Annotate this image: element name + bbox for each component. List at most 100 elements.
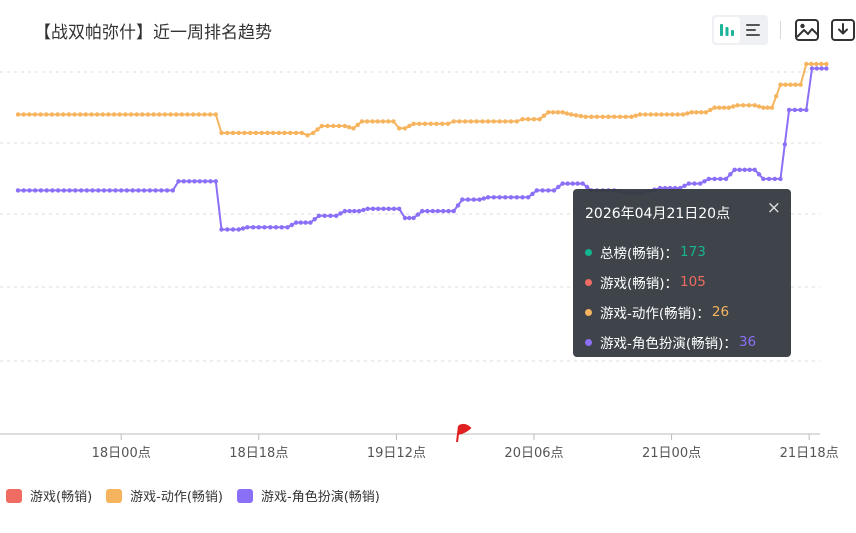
series-point bbox=[407, 215, 412, 221]
series-point bbox=[415, 212, 421, 217]
download-icon bbox=[831, 19, 855, 41]
series-point bbox=[322, 213, 327, 218]
series-point bbox=[451, 208, 456, 214]
series-point bbox=[546, 188, 551, 193]
series-point bbox=[236, 227, 241, 232]
series-point bbox=[481, 196, 486, 201]
series-point bbox=[356, 208, 362, 214]
series-point bbox=[380, 119, 386, 124]
series-point bbox=[457, 119, 462, 124]
series-point bbox=[735, 103, 740, 108]
series-point bbox=[168, 112, 173, 117]
series-point bbox=[455, 203, 461, 208]
series-point bbox=[164, 188, 170, 193]
series-point bbox=[441, 208, 446, 214]
series-point bbox=[680, 112, 686, 117]
chart-legend: 游戏(畅销) 游戏-动作(畅销) 游戏-角色扮演(畅销) bbox=[6, 486, 394, 505]
series-point bbox=[468, 119, 474, 124]
series-point bbox=[157, 112, 162, 117]
x-tick-label: 20日06点 bbox=[504, 446, 563, 461]
series-point bbox=[664, 112, 670, 117]
series-point bbox=[176, 179, 181, 184]
series-point bbox=[766, 176, 772, 182]
series-point bbox=[250, 225, 256, 230]
series-point bbox=[15, 188, 21, 193]
series-point bbox=[411, 121, 416, 127]
series-point bbox=[15, 112, 21, 117]
series-point bbox=[78, 188, 84, 193]
series-point bbox=[145, 112, 151, 117]
series-point bbox=[303, 220, 308, 225]
series-point bbox=[38, 188, 44, 193]
series-point bbox=[273, 225, 279, 230]
series-point bbox=[336, 123, 342, 129]
series-point bbox=[654, 112, 659, 117]
series-point bbox=[737, 167, 742, 172]
chart-toolbar bbox=[712, 14, 856, 46]
list-view-button[interactable] bbox=[740, 17, 766, 43]
series-point bbox=[219, 130, 224, 136]
tooltip-label: 游戏-角色扮演(畅销)： bbox=[600, 336, 737, 352]
legend-item-game[interactable]: 游戏(畅销) bbox=[6, 486, 92, 505]
series-point bbox=[460, 197, 465, 202]
series-point bbox=[32, 112, 38, 117]
series-point bbox=[351, 126, 356, 131]
series-point bbox=[134, 112, 139, 117]
series-point bbox=[248, 130, 253, 136]
series-point bbox=[197, 179, 202, 184]
series-point bbox=[772, 176, 777, 182]
series-point bbox=[381, 206, 386, 211]
x-tick-label: 18日18点 bbox=[229, 446, 288, 461]
tooltip-value: 26 bbox=[711, 304, 730, 320]
series-point bbox=[708, 107, 713, 113]
series-point bbox=[569, 112, 574, 117]
series-point bbox=[692, 181, 697, 186]
series-point bbox=[61, 112, 66, 117]
series-point bbox=[73, 188, 78, 193]
series-point bbox=[537, 117, 542, 122]
series-point bbox=[643, 112, 648, 117]
series-point bbox=[21, 188, 26, 193]
series-point bbox=[819, 66, 824, 71]
series-point bbox=[445, 121, 451, 127]
series-point bbox=[798, 107, 803, 113]
series-point bbox=[788, 82, 793, 87]
save-image-button[interactable] bbox=[793, 16, 821, 44]
series-point bbox=[497, 119, 502, 124]
series-point bbox=[546, 110, 551, 115]
series-point bbox=[809, 61, 814, 67]
series-point bbox=[761, 105, 766, 110]
series-point bbox=[617, 114, 623, 120]
legend-item-action[interactable]: 游戏-动作(畅销) bbox=[106, 486, 223, 505]
series-point bbox=[174, 112, 179, 117]
tooltip-label: 游戏(畅销)： bbox=[600, 276, 679, 292]
bar-view-button[interactable] bbox=[714, 17, 740, 43]
bar-chart-icon bbox=[720, 24, 734, 36]
series-point bbox=[721, 105, 727, 110]
series-point bbox=[556, 184, 561, 190]
series-point bbox=[359, 119, 365, 124]
series-point bbox=[289, 222, 294, 228]
series-point bbox=[67, 188, 72, 193]
series-point bbox=[422, 121, 428, 127]
series-point bbox=[756, 172, 762, 177]
series-point bbox=[66, 112, 72, 117]
legend-item-rpg[interactable]: 游戏-角色扮演(畅销) bbox=[237, 486, 380, 505]
tooltip-dot bbox=[585, 248, 592, 256]
series-point bbox=[786, 107, 792, 113]
tooltip-value: 105 bbox=[680, 274, 706, 290]
series-point bbox=[94, 112, 100, 117]
series-point bbox=[728, 172, 733, 177]
tooltip-label: 游戏-动作(畅销)： bbox=[600, 306, 710, 322]
close-icon[interactable]: × bbox=[766, 198, 781, 218]
series-point bbox=[113, 188, 118, 193]
series-point bbox=[540, 188, 545, 193]
series-point bbox=[117, 112, 122, 117]
series-point bbox=[265, 130, 270, 136]
series-point bbox=[346, 125, 352, 130]
series-point bbox=[594, 114, 600, 120]
series-point bbox=[386, 206, 391, 211]
download-button[interactable] bbox=[829, 16, 856, 44]
tooltip-value: 36 bbox=[738, 334, 757, 350]
